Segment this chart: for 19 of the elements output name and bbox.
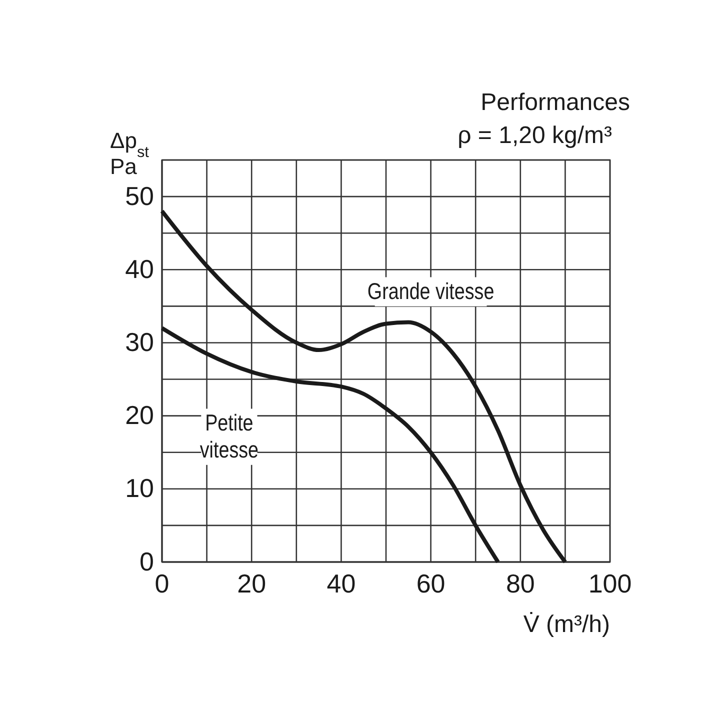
y-tick-label: 10	[125, 473, 154, 504]
series-label: Petite vitesse	[200, 410, 259, 463]
chart-title: Performances	[480, 89, 630, 116]
chart-subtitle: ρ = 1,20 kg/m³	[458, 122, 612, 149]
x-tick-label: 20	[237, 568, 266, 598]
x-tick-label: 80	[506, 568, 535, 598]
y-tick-label: 40	[125, 254, 154, 284]
x-axis-title: V̇ (m³/h)	[523, 611, 610, 638]
y-axis-title: Δp$_{st}$ Pa	[110, 128, 150, 179]
y-tick-label: 20	[125, 400, 154, 430]
line-series	[160, 326, 500, 564]
line-series	[160, 209, 568, 564]
series-label: Grande vitesse	[367, 279, 494, 304]
x-tick-label: 60	[416, 568, 446, 598]
x-tick-label: 40	[326, 568, 356, 598]
y-tick-label: 0	[140, 546, 154, 576]
y-tick-label: 30	[125, 327, 154, 358]
x-tick-label: 100	[588, 568, 632, 598]
y-tick-label: 50	[125, 180, 154, 211]
